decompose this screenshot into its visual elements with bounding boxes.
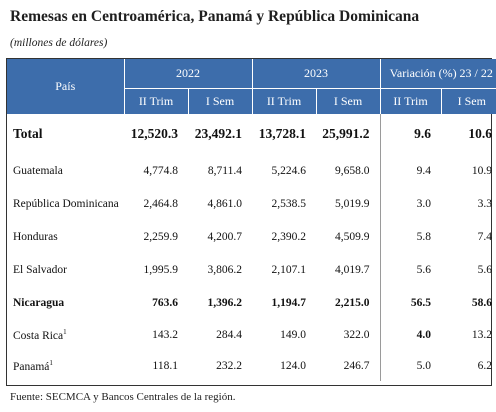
cell-2023-trim: 2,390.2	[271, 230, 307, 243]
table-row: Costa Rica1 143.2 284.4 149.0 322.0 4.0 …	[7, 319, 496, 350]
cell-2023-sem: 4,509.9	[335, 230, 370, 243]
cell-2023-sem: 5,019.9	[335, 197, 370, 210]
table-row: Total 12,520.3 23,492.1 13,728.1 25,991.…	[7, 114, 496, 154]
cell-2023-sem: 4,019.7	[335, 263, 370, 276]
cell-var-sem: 5.6	[477, 263, 492, 276]
cell-var-sem: 58.6	[471, 296, 492, 309]
cell-2023-trim: 1,194.7	[271, 296, 307, 309]
country-name: Panamá1	[7, 350, 124, 381]
cell-2022-trim: 2,464.8	[143, 197, 179, 210]
table-row: Panamá1 118.1 232.2 124.0 246.7 5.0 6.2	[7, 350, 496, 381]
header-sub-2022-trim: II Trim	[124, 88, 189, 114]
cell-var-trim: 9.4	[379, 154, 441, 187]
cell-2022-sem: 232.2	[216, 359, 242, 372]
table-body: Total 12,520.3 23,492.1 13,728.1 25,991.…	[7, 114, 496, 381]
country-name: Honduras	[13, 230, 58, 243]
cell-var-sem: 13.2	[471, 328, 492, 341]
cell-var-trim: 3.0	[379, 187, 441, 220]
cell-var-trim: 56.5	[379, 286, 441, 319]
footnote-marker: 1	[63, 327, 67, 336]
cell-var-trim: 5.0	[379, 350, 441, 381]
cell-2022-sem: 8,711.4	[207, 164, 242, 177]
cell-2023-sem: 25,991.2	[322, 126, 370, 141]
table-row: Nicaragua 763.6 1,396.2 1,194.7 2,215.0 …	[7, 286, 496, 319]
cell-2023-trim: 2,538.5	[271, 197, 307, 210]
country-name: Total	[13, 126, 43, 141]
country-name: Guatemala	[13, 164, 63, 177]
cell-2023-sem: 246.7	[343, 359, 370, 372]
table-header: País 2022 2023 Variación (%) 23 / 22 II …	[7, 59, 496, 114]
country-name: Costa Rica1	[7, 319, 124, 350]
footnote-marker: 1	[49, 358, 53, 367]
cell-2022-trim: 2,259.9	[143, 230, 179, 243]
cell-2022-trim: 12,520.3	[130, 126, 178, 141]
cell-2022-sem: 4,861.0	[207, 197, 243, 210]
table-subtitle: (millones de dólares)	[10, 37, 108, 49]
header-sub-var-sem: I Sem	[441, 88, 496, 114]
country-label: Panamá	[13, 360, 50, 373]
cell-var-sem: 3.3	[477, 197, 492, 210]
country-name: República Dominicana	[13, 197, 119, 210]
cell-2022-sem: 1,396.2	[207, 296, 243, 309]
data-table: País 2022 2023 Variación (%) 23 / 22 II …	[7, 59, 496, 381]
cell-2022-trim: 763.6	[152, 296, 178, 309]
country-name: Nicaragua	[13, 296, 65, 309]
cell-2022-trim: 4,774.8	[143, 164, 179, 177]
table-row: Honduras 2,259.9 4,200.7 2,390.2 4,509.9…	[7, 220, 496, 253]
cell-2023-sem: 2,215.0	[335, 296, 370, 309]
table-row: República Dominicana 2,464.8 4,861.0 2,5…	[7, 187, 496, 220]
cell-2022-trim: 143.2	[152, 328, 178, 341]
cell-2022-sem: 23,492.1	[194, 126, 242, 141]
cell-2022-sem: 4,200.7	[207, 230, 243, 243]
cell-var-sem: 6.2	[477, 359, 492, 372]
cell-var-trim: 9.6	[379, 114, 441, 154]
cell-2022-trim: 118.1	[152, 359, 178, 372]
cell-var-sem: 7.4	[477, 230, 492, 243]
cell-var-sem: 10.6	[468, 126, 492, 141]
cell-2023-sem: 9,658.0	[335, 164, 370, 177]
table-title: Remesas en Centroamérica, Panamá y Repúb…	[10, 8, 420, 25]
cell-var-trim: 5.8	[379, 220, 441, 253]
remittances-table: País 2022 2023 Variación (%) 23 / 22 II …	[6, 58, 496, 386]
cell-2022-sem: 3,806.2	[207, 263, 243, 276]
cell-2023-trim: 2,107.1	[271, 263, 307, 276]
header-sub-2023-sem: I Sem	[316, 88, 381, 114]
cell-var-trim: 4.0	[379, 319, 441, 350]
header-country: País	[7, 59, 125, 114]
header-sub-2023-trim: II Trim	[252, 88, 317, 114]
cell-var-trim: 5.6	[379, 253, 441, 286]
country-name: El Salvador	[13, 263, 67, 276]
cell-2023-trim: 13,728.1	[258, 126, 306, 141]
cell-2023-trim: 149.0	[280, 328, 306, 341]
source-note: Fuente: SECMCA y Bancos Centrales de la …	[10, 391, 236, 403]
country-label: Costa Rica	[13, 329, 64, 342]
cell-2023-trim: 5,224.6	[271, 164, 307, 177]
cell-2023-sem: 322.0	[343, 328, 370, 341]
header-year-2023: 2023	[252, 59, 381, 89]
header-year-2022: 2022	[124, 59, 253, 89]
cell-2022-trim: 1,995.9	[143, 263, 179, 276]
header-sub-var-trim: II Trim	[380, 88, 442, 114]
table-row: El Salvador 1,995.9 3,806.2 2,107.1 4,01…	[7, 253, 496, 286]
header-sub-2022-sem: I Sem	[188, 88, 253, 114]
header-variation: Variación (%) 23 / 22	[380, 59, 496, 89]
table-row: Guatemala 4,774.8 8,711.4 5,224.6 9,658.…	[7, 154, 496, 187]
cell-2022-sem: 284.4	[216, 328, 242, 341]
cell-var-sem: 10.9	[471, 164, 492, 177]
cell-2023-trim: 124.0	[280, 359, 306, 372]
